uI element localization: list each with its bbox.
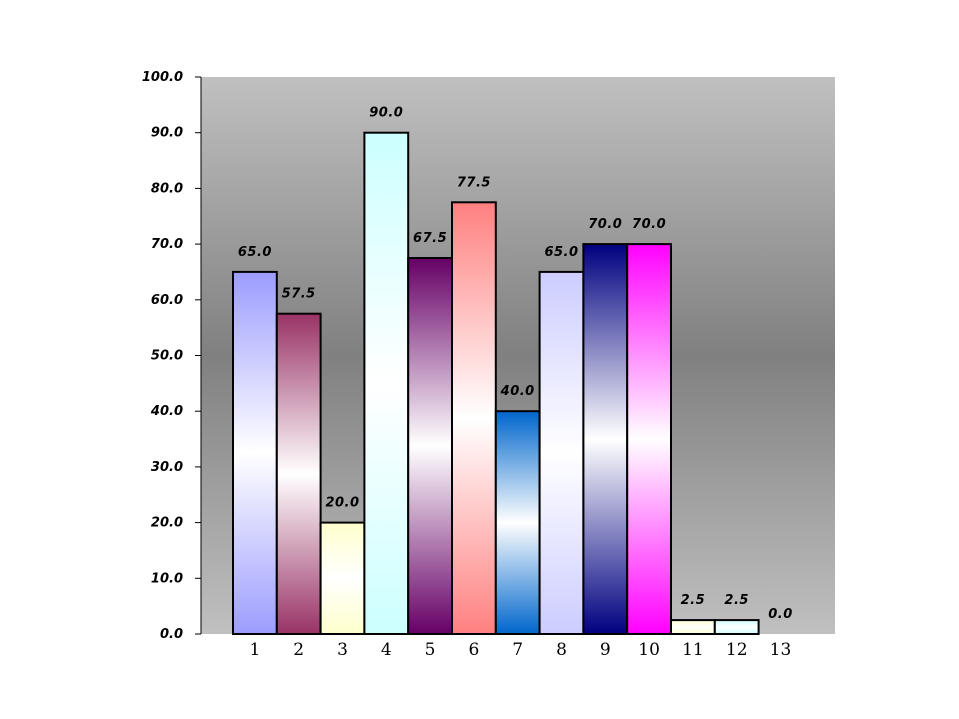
data-label-8: 65.0 [544,245,578,260]
x-tick-label-11: 11 [682,640,704,660]
data-label-10: 70.0 [632,217,666,232]
y-tick-label-60.0: 60.0 [151,293,183,308]
y-tick-label-10.0: 10.0 [151,571,183,586]
data-label-13: 0.0 [768,607,793,622]
x-tick-label-8: 8 [556,640,567,660]
data-label-7: 40.0 [500,384,535,399]
y-tick-label-70.0: 70.0 [151,237,183,252]
bar-5 [407,257,454,635]
data-label-5: 67.5 [413,231,447,246]
bar-4 [363,131,410,635]
data-label-9: 70.0 [588,217,622,232]
x-tick-label-3: 3 [337,640,348,660]
y-tick-label-90.0: 90.0 [151,126,183,141]
data-label-4: 90.0 [369,106,403,121]
bar-6 [451,201,497,636]
y-tick-label-0.0: 0.0 [160,627,183,642]
y-tick-label-80.0: 80.0 [151,181,183,196]
y-tick-label-40.0: 40.0 [150,404,183,419]
x-tick-label-5: 5 [425,640,436,660]
data-label-1: 65.0 [238,245,272,260]
bar-11 [670,619,716,635]
data-label-11: 2.5 [681,593,706,608]
y-tick-label-100.0: 100.0 [142,70,183,85]
bar-2 [275,312,322,635]
x-tick-label-7: 7 [512,640,523,660]
bar-8 [538,270,585,635]
x-tick-label-12: 12 [726,640,748,660]
x-tick-label-4: 4 [381,640,392,660]
y-tick-label-50.0: 50.0 [151,349,183,364]
y-tick-label-30.0: 30.0 [151,460,183,475]
bar-3 [319,521,366,635]
x-tick-label-10: 10 [638,640,660,660]
bar-1 [232,270,278,635]
x-tick-label-6: 6 [468,640,479,660]
data-label-12: 2.5 [724,593,749,608]
data-label-6: 77.5 [457,175,491,190]
x-tick-label-13: 13 [770,640,792,660]
bar-12 [713,619,760,635]
bar-7 [494,410,541,636]
bar-9 [582,243,629,635]
bar-10 [626,243,673,635]
x-tick-label-1: 1 [249,640,260,660]
data-label-3: 20.0 [325,496,359,511]
data-label-2: 57.5 [282,287,316,302]
x-tick-label-9: 9 [600,640,611,660]
y-tick-label-20.0: 20.0 [151,516,183,531]
x-tick-label-2: 2 [293,640,304,660]
